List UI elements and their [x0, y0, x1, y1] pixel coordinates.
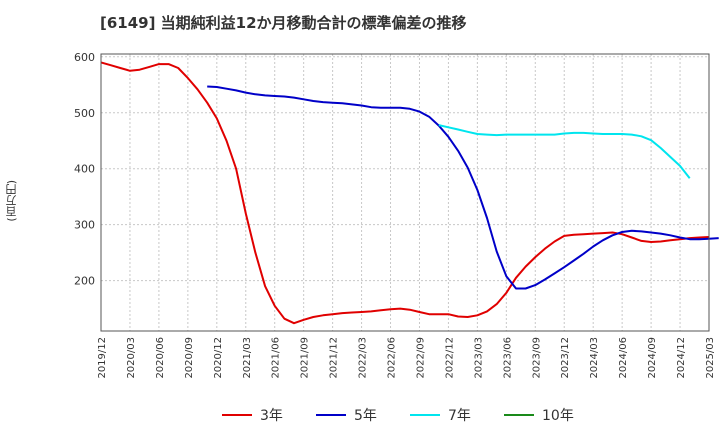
y-tick-label: 300 [74, 219, 95, 232]
x-tick-label: 2020/09 [184, 337, 195, 379]
legend-line-swatch [504, 414, 534, 416]
legend-line-swatch [316, 414, 346, 416]
x-tick-label: 2019/12 [97, 337, 108, 379]
x-tick-label: 2021/06 [271, 337, 282, 379]
x-tick-label: 2021/12 [329, 337, 340, 379]
legend-label: 5年 [354, 408, 377, 424]
x-tick-label: 2023/09 [531, 337, 542, 379]
x-tick-label: 2020/12 [213, 337, 224, 379]
y-tick-label: 200 [74, 275, 95, 288]
legend-item: 5年 [316, 404, 377, 426]
plot-frame [100, 53, 710, 332]
series-line-2 [438, 124, 691, 179]
x-tick-label: 2025/03 [705, 337, 716, 379]
line-chart: 200 300 400 500 600 2019/12 2020/03 2020/06 202… [74, 51, 719, 379]
legend-label: 10年 [542, 408, 574, 424]
legend-line-swatch [410, 414, 440, 416]
legend-item: 10年 [504, 404, 574, 426]
legend-item: 3年 [222, 404, 283, 426]
series-line-1 [207, 85, 719, 290]
legend: 3年 5年 7年 10年 [0, 404, 720, 426]
legend-label: 7年 [448, 408, 471, 424]
series-line-0 [100, 61, 710, 325]
x-tick-label: 2023/06 [502, 337, 513, 379]
legend-item: 7年 [410, 404, 471, 426]
x-tick-label: 2020/03 [126, 337, 137, 379]
x-tick-label: 2022/09 [415, 337, 426, 379]
y-tick-label: 600 [74, 51, 95, 64]
x-tick-label: 2021/03 [242, 337, 253, 379]
x-tick-label: 2022/06 [387, 337, 398, 379]
x-tick-label: 2020/06 [155, 337, 166, 379]
x-tick-label: 2023/03 [473, 337, 484, 379]
y-tick-label: 500 [74, 107, 95, 120]
x-tick-label: 2023/12 [560, 337, 571, 379]
x-tick-label: 2022/03 [358, 337, 369, 379]
x-tick-label: 2024/06 [618, 337, 629, 379]
x-tick-label: 2024/03 [589, 337, 600, 379]
y-tick-label: 400 [74, 163, 95, 176]
legend-line-swatch [222, 414, 252, 416]
legend-label: 3年 [260, 408, 283, 424]
chart-title: [6149] 当期純利益12か月移動合計の標準偏差の推移 [100, 14, 467, 32]
x-tick-label: 2024/09 [647, 337, 658, 379]
x-tick-label: 2024/12 [676, 337, 687, 379]
x-tick-label: 2021/09 [300, 337, 311, 379]
x-tick-label: 2022/12 [444, 337, 455, 379]
